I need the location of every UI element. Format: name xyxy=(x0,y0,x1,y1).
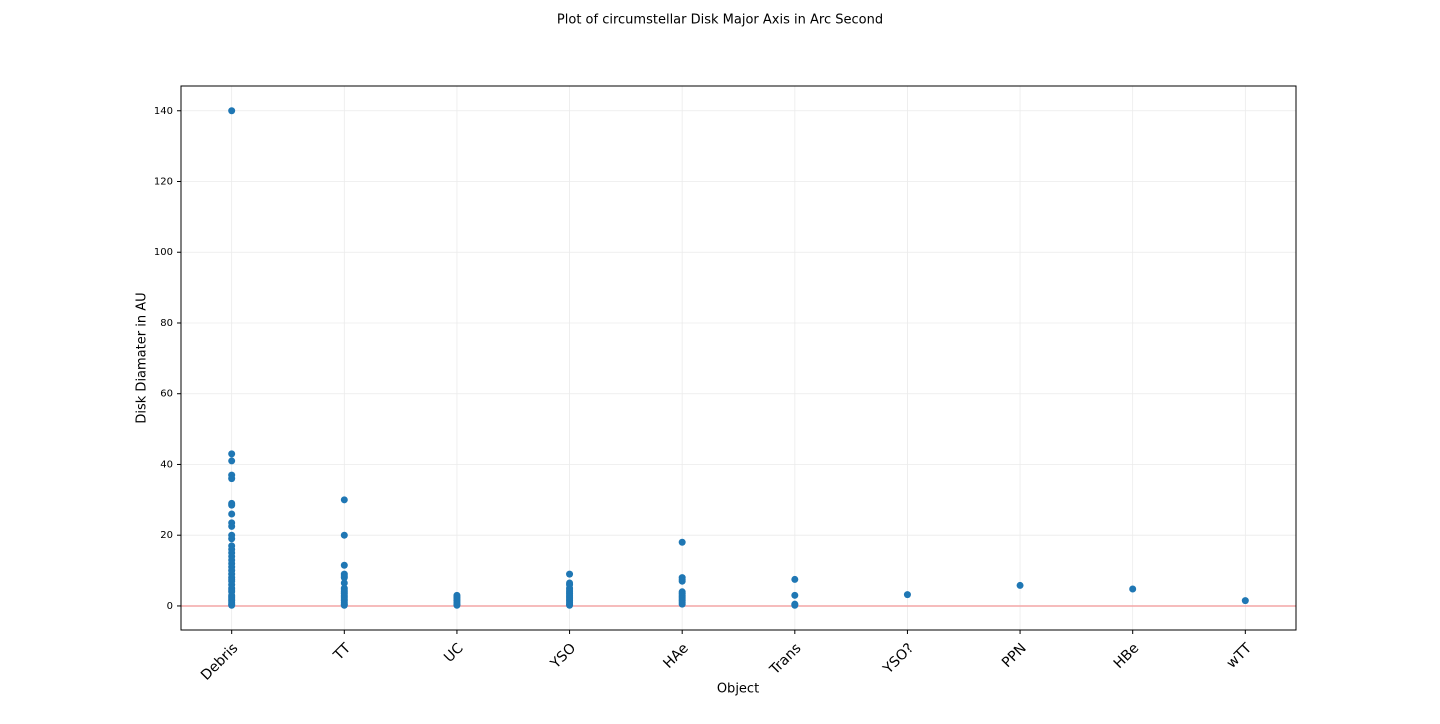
point xyxy=(228,510,236,518)
point xyxy=(1129,585,1137,593)
x-tick-label: HBe xyxy=(1111,640,1143,672)
point xyxy=(678,538,686,546)
y-tick-label: 40 xyxy=(160,459,173,470)
point xyxy=(340,601,348,609)
point xyxy=(228,457,236,465)
point xyxy=(228,535,236,543)
y-tick-label: 80 xyxy=(160,318,173,329)
y-tick-label: 0 xyxy=(167,601,173,612)
x-tick-label: Trans xyxy=(766,640,804,678)
x-tick-label: HAe xyxy=(660,640,691,671)
point xyxy=(791,601,799,609)
x-tick-label: UC xyxy=(441,640,467,666)
point xyxy=(1241,597,1249,605)
point xyxy=(340,579,348,587)
point xyxy=(791,591,799,599)
y-tick-label: 120 xyxy=(154,177,173,188)
x-tick-label: PPN xyxy=(999,640,1030,671)
point xyxy=(228,601,236,609)
x-tick-label: YSO xyxy=(547,640,579,672)
point xyxy=(340,574,348,582)
point xyxy=(340,531,348,539)
point xyxy=(228,107,236,115)
point xyxy=(228,522,236,530)
y-axis-label: Disk Diamater in AU xyxy=(135,292,150,423)
x-axis-label: Object xyxy=(717,682,759,697)
point xyxy=(228,501,236,509)
x-tick-label: Debris xyxy=(198,640,241,683)
x-tick-label: YSO? xyxy=(880,640,917,677)
point xyxy=(228,450,236,458)
y-tick-label: 140 xyxy=(154,106,173,117)
point xyxy=(678,600,686,608)
y-tick-label: 60 xyxy=(160,389,173,400)
plot-frame xyxy=(180,85,1297,631)
point xyxy=(340,496,348,504)
point xyxy=(903,591,911,599)
point xyxy=(566,570,574,578)
chart-title: Plot of circumstellar Disk Major Axis in… xyxy=(557,13,883,28)
point xyxy=(228,475,236,483)
point xyxy=(678,577,686,585)
x-tick-label: TT xyxy=(330,640,354,664)
point xyxy=(340,561,348,569)
y-tick-label: 20 xyxy=(160,530,173,541)
point xyxy=(566,601,574,609)
point xyxy=(1016,581,1024,589)
point xyxy=(453,601,461,609)
y-tick-label: 100 xyxy=(154,247,173,258)
x-tick-label: wTT xyxy=(1224,640,1256,672)
point xyxy=(791,575,799,583)
